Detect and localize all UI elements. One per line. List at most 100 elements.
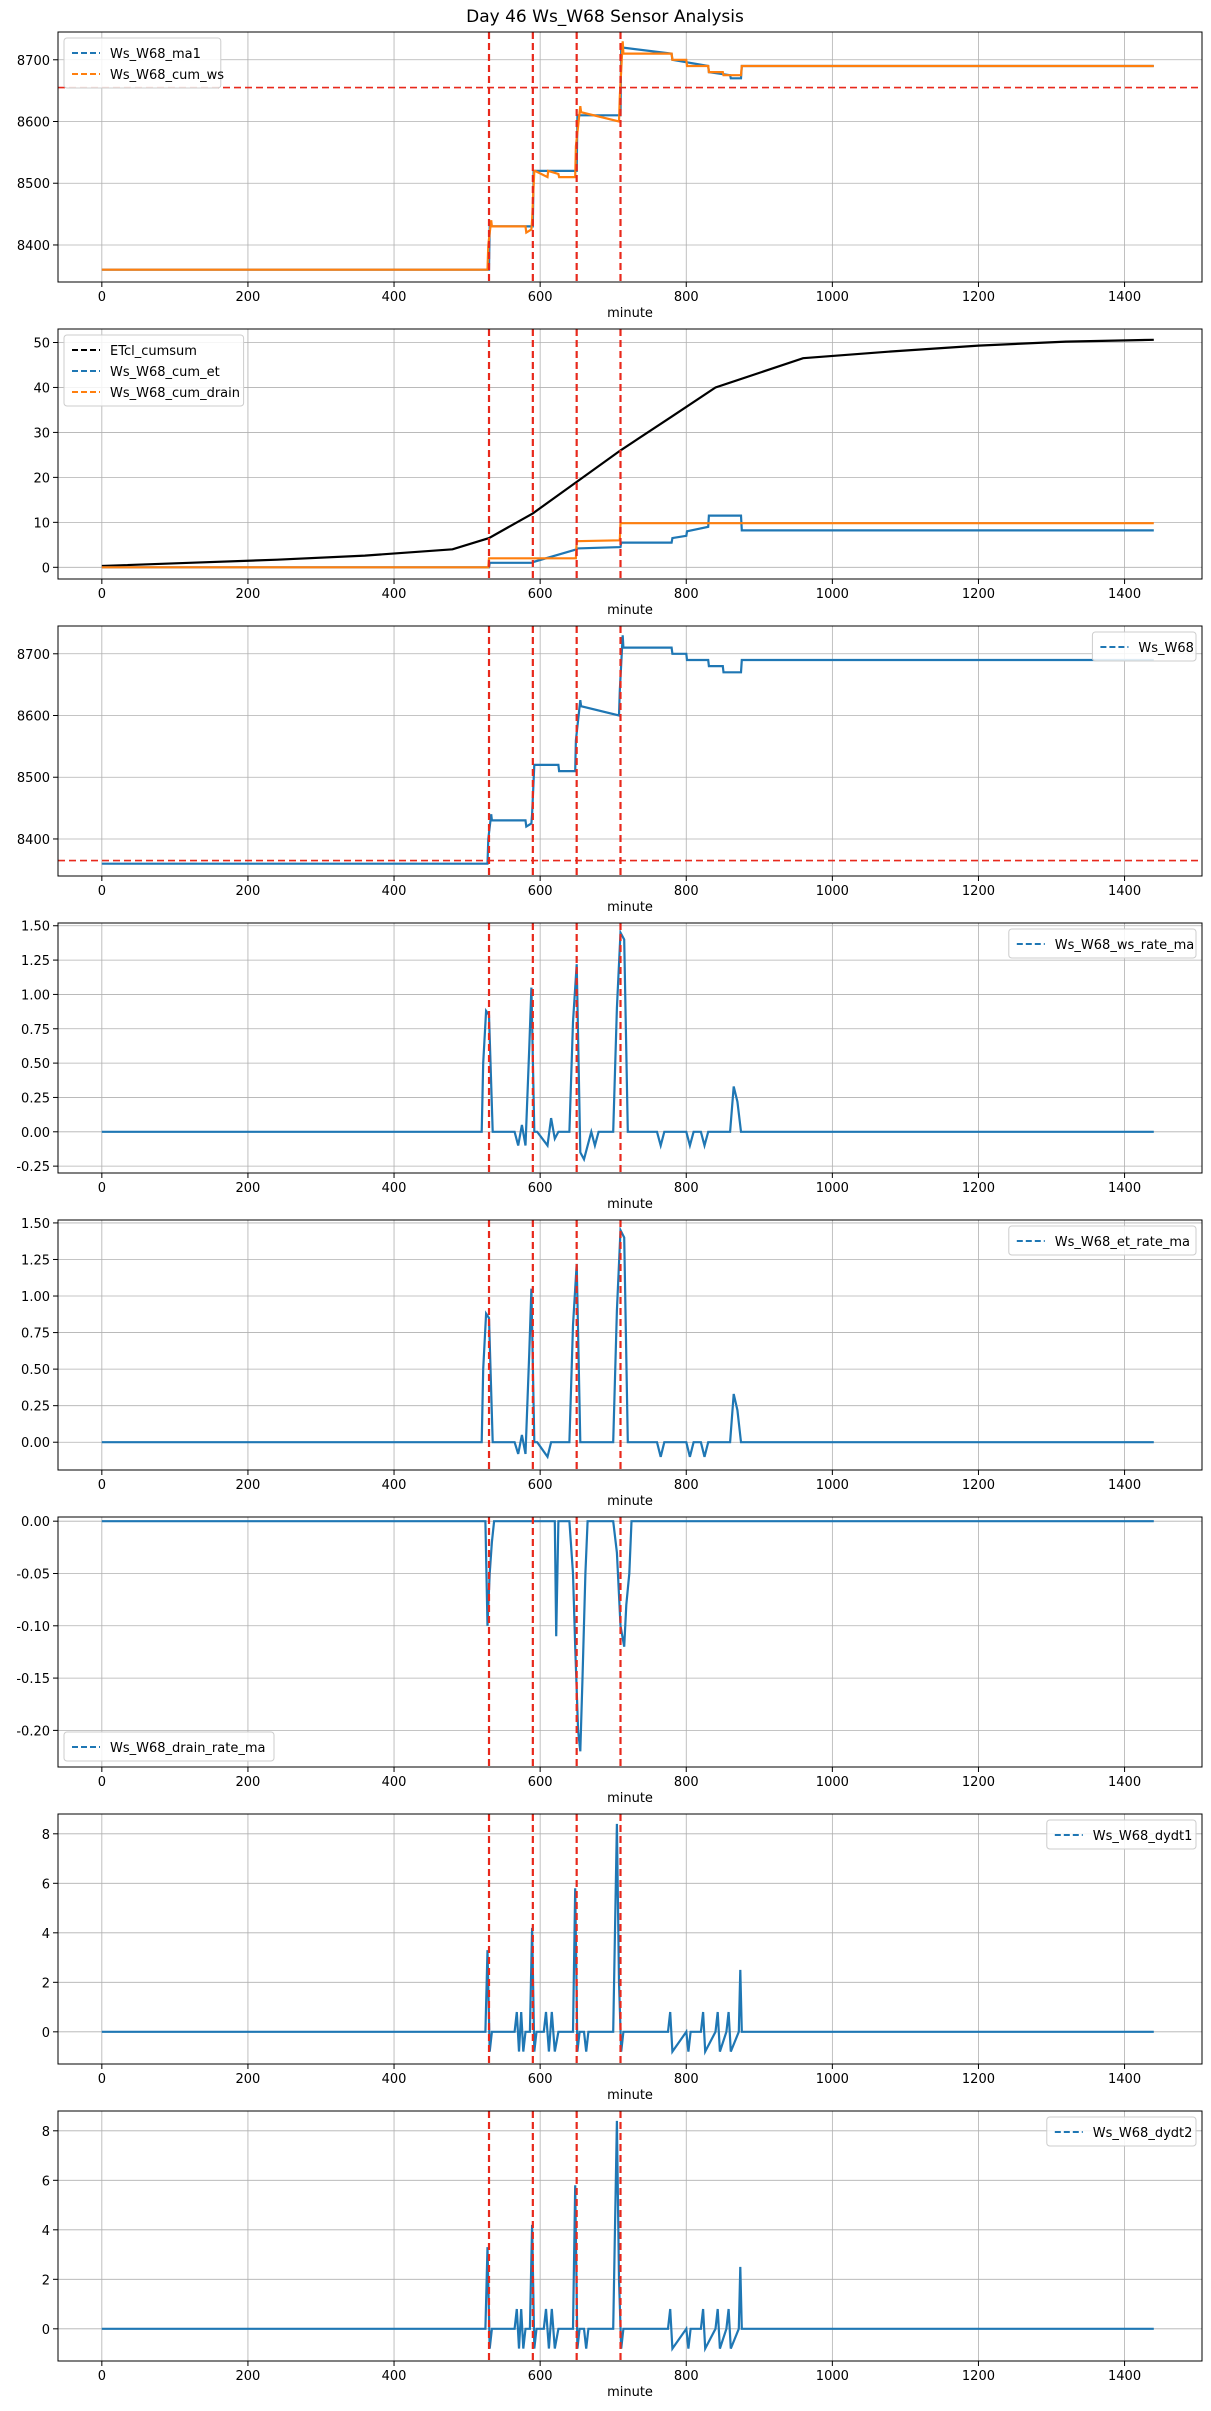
subplot-8: 0 200 400 600 800 1000 1200 1400 0 2 4 6 8 minute Ws_W… [42, 2110, 1203, 2400]
y-tick-label: 0.00 [21, 1436, 50, 1451]
legend-label: Ws_W68_dydt1 [1093, 1829, 1193, 1844]
x-tick-label: 200 [236, 2072, 261, 2087]
legend: Ws_W68_drain_rate_ma [63, 1731, 275, 1762]
x-tick-label: 1000 [816, 2072, 849, 2087]
legend-box [1008, 928, 1197, 959]
legend: Ws_W68_ws_rate_ma [1008, 928, 1197, 959]
x-tick-label: 400 [382, 290, 407, 305]
x-tick-label: 400 [382, 2369, 407, 2384]
x-axis-label: minute [607, 2088, 653, 2103]
y-tick-label: 1.00 [21, 1290, 50, 1305]
x-tick-label: 400 [382, 1181, 407, 1196]
legend: Ws_W68_dydt1 [1046, 1819, 1197, 1850]
x-tick-label: 400 [382, 587, 407, 602]
x-axis-label: minute [607, 306, 653, 321]
legend-label: Ws_W68_cum_et [110, 365, 220, 380]
y-tick-label: 0.25 [21, 1091, 50, 1106]
y-tick-label: 8600 [17, 710, 50, 725]
x-tick-label: 1000 [816, 1181, 849, 1196]
series-line-Ws_W68 [101, 635, 1154, 865]
x-tick-label: 1200 [962, 587, 995, 602]
figure-title: Day 46 Ws_W68 Sensor Analysis [466, 7, 744, 27]
x-tick-label: 0 [98, 884, 106, 899]
y-tick-label: 4 [42, 1927, 50, 1942]
x-tick-label: 0 [98, 2369, 106, 2384]
y-tick-label: -0.10 [16, 1620, 50, 1635]
legend-box [1046, 1819, 1197, 1850]
y-tick-label: 8400 [17, 239, 50, 254]
x-tick-label: 1400 [1108, 2369, 1141, 2384]
x-tick-label: 400 [382, 884, 407, 899]
y-tick-label: 0 [42, 2323, 50, 2338]
subplot-3: 0 200 400 600 800 1000 1200 1400 8400 8500 8600 870… [17, 625, 1203, 915]
y-tick-label: 8500 [17, 771, 50, 786]
x-axis-label: minute [607, 2385, 653, 2400]
x-tick-label: 400 [382, 2072, 407, 2087]
series-group [58, 626, 1202, 876]
series-group [101, 329, 1154, 579]
x-tick-label: 200 [236, 2369, 261, 2384]
axes-frame [57, 1219, 1203, 1471]
subplot-6: 0 200 400 600 800 1000 1200 1400 -0.20 -0.15 -0.10… [16, 1515, 1203, 1806]
x-tick-label: 600 [528, 2369, 553, 2384]
legend-label: Ws_W68_dydt2 [1093, 2126, 1193, 2141]
y-tick-label: 8700 [17, 54, 50, 69]
series-group [101, 2111, 1154, 2361]
x-tick-label: 1200 [962, 2369, 995, 2384]
x-tick-label: 600 [528, 1775, 553, 1790]
y-tick-label: 0.75 [21, 1327, 50, 1342]
legend-label: Ws_W68 [1138, 641, 1194, 656]
legend-label: Ws_W68_et_rate_ma [1055, 1235, 1190, 1250]
legend-label: Ws_W68_ws_rate_ma [1055, 938, 1194, 953]
x-tick-label: 400 [382, 1478, 407, 1493]
legend-label: Ws_W68_drain_rate_ma [110, 1741, 265, 1756]
x-tick-label: 0 [98, 1181, 106, 1196]
series-line-Ws_W68_ws_rate_ma [101, 928, 1154, 1163]
legend-label: ETcl_cumsum [110, 344, 197, 359]
y-tick-label: -0.05 [16, 1567, 50, 1582]
x-tick-label: 600 [528, 884, 553, 899]
x-tick-label: 0 [98, 1775, 106, 1790]
x-tick-label: 0 [98, 587, 106, 602]
series-line-Ws_W68_dydt1 [101, 1823, 1154, 2056]
legend: Ws_W68_dydt2 [1046, 2116, 1197, 2147]
x-axis-label: minute [607, 1197, 653, 1212]
x-tick-label: 800 [674, 884, 699, 899]
subplot-1: 0 200 400 600 800 1000 1200 1400 8400 8500 8600 870… [17, 31, 1203, 321]
y-tick-label: 40 [33, 381, 50, 396]
x-tick-label: 1200 [962, 290, 995, 305]
x-tick-label: 0 [98, 1478, 106, 1493]
x-tick-label: 1200 [962, 1775, 995, 1790]
y-tick-label: 50 [33, 336, 50, 351]
y-tick-label: 30 [33, 426, 50, 441]
x-tick-label: 1000 [816, 587, 849, 602]
x-tick-label: 200 [236, 1775, 261, 1790]
y-tick-label: 1.50 [21, 920, 50, 935]
y-tick-label: 2 [42, 1976, 50, 1991]
y-tick-label: 0.50 [21, 1057, 50, 1072]
axes-frame [57, 31, 1203, 283]
x-tick-label: 600 [528, 1478, 553, 1493]
axes-frame [57, 1516, 1203, 1768]
y-tick-label: 4 [42, 2224, 50, 2239]
subplot-4: 0 200 400 600 800 1000 1200 1400 -0.25 0.00 0.25 0.… [16, 920, 1203, 1212]
x-tick-label: 1400 [1108, 2072, 1141, 2087]
legend-box [63, 1731, 275, 1762]
y-tick-label: 1.25 [21, 1253, 50, 1268]
y-tick-label: 0 [42, 561, 50, 576]
y-tick-label: 8 [42, 2125, 50, 2140]
x-tick-label: 600 [528, 587, 553, 602]
axes-frame [57, 625, 1203, 877]
y-tick-label: 0 [42, 2026, 50, 2041]
series-group [101, 923, 1154, 1173]
x-tick-label: 800 [674, 587, 699, 602]
x-tick-label: 800 [674, 1775, 699, 1790]
axes-frame [57, 922, 1203, 1174]
x-tick-label: 800 [674, 2072, 699, 2087]
x-tick-label: 200 [236, 884, 261, 899]
legend-box [1046, 2116, 1197, 2147]
axes-frame [57, 2110, 1203, 2362]
y-tick-label: 6 [42, 1877, 50, 1892]
x-tick-label: 1200 [962, 1181, 995, 1196]
